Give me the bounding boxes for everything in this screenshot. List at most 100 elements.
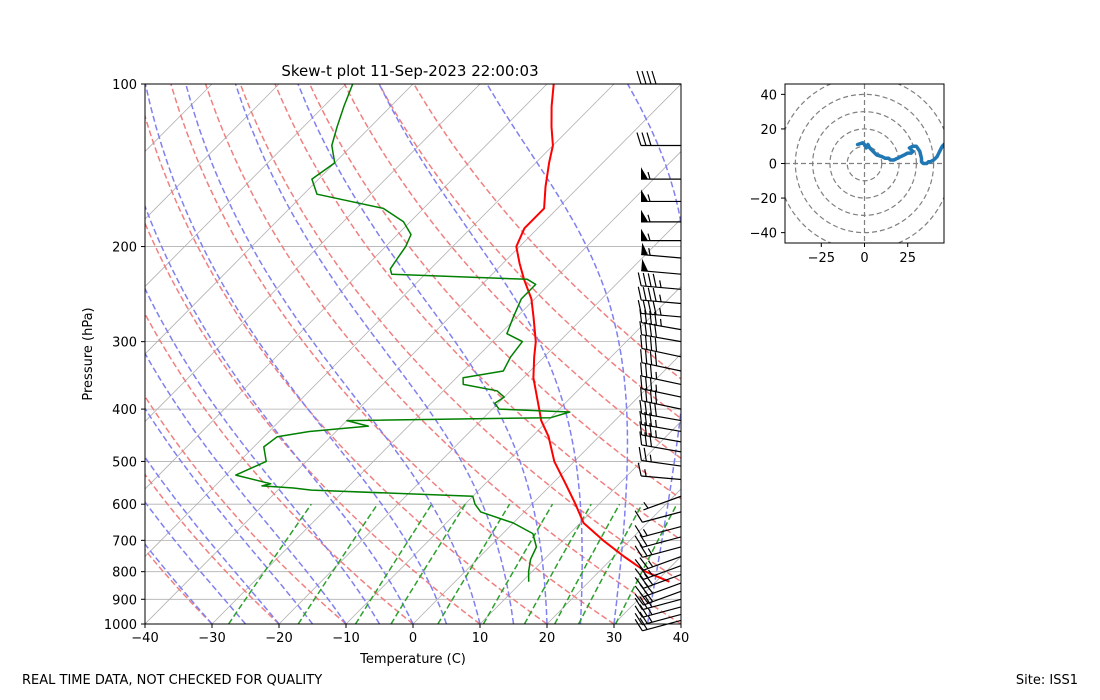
wind-barb — [634, 525, 682, 538]
wind-barb — [639, 309, 682, 331]
hodograph-frame — [784, 83, 945, 244]
isotherm-line — [479, 420, 681, 624]
wind-barb-full — [654, 311, 657, 326]
wind-barb-full — [644, 321, 648, 336]
x-axis-label: Temperature (C) — [359, 652, 466, 667]
temperature-trace — [515, 84, 670, 583]
wind-barb-flag — [641, 209, 648, 222]
wind-barb-half — [647, 615, 653, 623]
wind-barb-flag — [641, 258, 649, 272]
isotherm-line — [145, 84, 615, 558]
hodograph-trace — [855, 141, 944, 166]
wind-barb-half — [655, 371, 658, 380]
hodo-x-tick-label: 25 — [899, 251, 916, 266]
wind-barb — [641, 167, 681, 180]
wind-barbs — [634, 70, 682, 632]
wind-barb-full — [637, 286, 642, 301]
wind-barb-staff — [642, 546, 682, 558]
hodo-y-tick-label: 20 — [760, 123, 777, 138]
mixing-ratio-line — [437, 503, 511, 624]
wind-barb-staff — [641, 423, 682, 433]
mixing-ratio-line — [227, 503, 312, 624]
skewt-panel: −40 −30 −20 −10 0 10 20 30 40 100 200 300 400 500 600… — [81, 62, 689, 667]
wind-barb — [634, 604, 682, 618]
y-tick-label: 1000 — [104, 618, 137, 633]
hodo-y-tick-label: 0 — [769, 158, 777, 173]
dry-adiabat-line — [343, 84, 681, 460]
wind-barb-full — [652, 287, 657, 302]
wind-barb-full — [634, 605, 643, 618]
moist-adiabat-line — [145, 455, 280, 624]
wind-barb — [641, 209, 681, 223]
wind-barb-full — [644, 350, 648, 364]
dry-adiabat-line — [239, 84, 681, 583]
mixing-ratio-line — [297, 503, 379, 624]
wind-barb-staff — [641, 413, 682, 422]
wind-barb-full — [634, 612, 643, 626]
wind-barb-full — [646, 70, 652, 85]
wind-barb-full — [649, 377, 653, 391]
wind-barb-full — [639, 431, 643, 445]
dry-adiabat-line — [378, 84, 681, 420]
wind-barb-staff — [641, 362, 682, 372]
wind-barb-half — [659, 318, 662, 327]
wind-barb — [640, 387, 682, 410]
wind-barb-full — [636, 132, 642, 146]
wind-barb-full — [649, 322, 653, 337]
wind-barb — [636, 70, 681, 85]
wind-barb-staff — [641, 444, 682, 453]
wind-barb-full — [654, 390, 658, 404]
wind-barb — [636, 132, 681, 147]
wind-barb-full — [652, 273, 657, 288]
wind-barb — [640, 334, 682, 358]
hodo-x-tick-label: 0 — [860, 251, 868, 266]
x-tick-label: −40 — [131, 631, 158, 646]
wind-barb — [634, 534, 682, 548]
moist-adiabat-line — [145, 500, 247, 624]
wind-barb-full — [654, 352, 658, 366]
wind-barb-full — [649, 433, 653, 447]
hodograph-ring — [829, 128, 900, 199]
wind-barb — [639, 321, 682, 343]
wind-barb-staff — [643, 590, 682, 606]
moist-adiabat-line — [145, 204, 414, 624]
wind-barb-full — [639, 557, 649, 569]
wind-barb-full — [634, 559, 644, 571]
mixing-ratio-line — [354, 503, 433, 624]
wind-barb-full — [634, 535, 643, 548]
skewt-traces — [235, 84, 670, 583]
x-tick-label: 20 — [539, 631, 556, 646]
wind-barb-half — [659, 307, 662, 316]
wind-barb-staff — [641, 400, 682, 410]
x-tick-label: −10 — [332, 631, 359, 646]
wind-barb-half — [649, 454, 652, 462]
wind-barb-full — [644, 432, 648, 446]
wind-barb-half — [644, 469, 647, 477]
hodo-y-tick-label: −40 — [750, 227, 777, 242]
wind-barb-half — [643, 501, 649, 509]
wind-barb-full — [640, 334, 643, 349]
y-tick-label: 600 — [112, 498, 137, 513]
wind-barb-half — [647, 608, 653, 616]
x-tick-label: 30 — [606, 631, 623, 646]
moist-adiabat-line — [234, 84, 515, 624]
mixing-ratio-line — [482, 503, 554, 624]
wind-barb-full — [634, 525, 643, 538]
skewt-x-ticks: −40 −30 −20 −10 0 10 20 30 40 — [131, 624, 689, 646]
wind-barb-flag — [641, 167, 648, 180]
wind-barb — [641, 242, 682, 259]
x-tick-label: −30 — [198, 631, 225, 646]
wind-barb-staff — [641, 388, 682, 398]
wind-barb-staff — [641, 347, 682, 358]
wind-barb-staff — [641, 459, 682, 467]
wind-barb — [638, 446, 682, 467]
wind-barb-flag — [641, 228, 648, 241]
hodograph-ticks: −25 0 25 40 20 0 −20 −40 — [750, 88, 916, 266]
wind-barb-half — [659, 294, 662, 302]
skewt-y-ticks: 100 200 300 400 500 600 700 800 900 1000 — [104, 78, 145, 633]
wind-barb-flag — [641, 189, 648, 202]
wind-barb — [641, 228, 681, 242]
wind-barb-staff — [642, 606, 682, 618]
wind-barb-half — [648, 569, 654, 577]
wind-barb-full — [634, 618, 643, 632]
